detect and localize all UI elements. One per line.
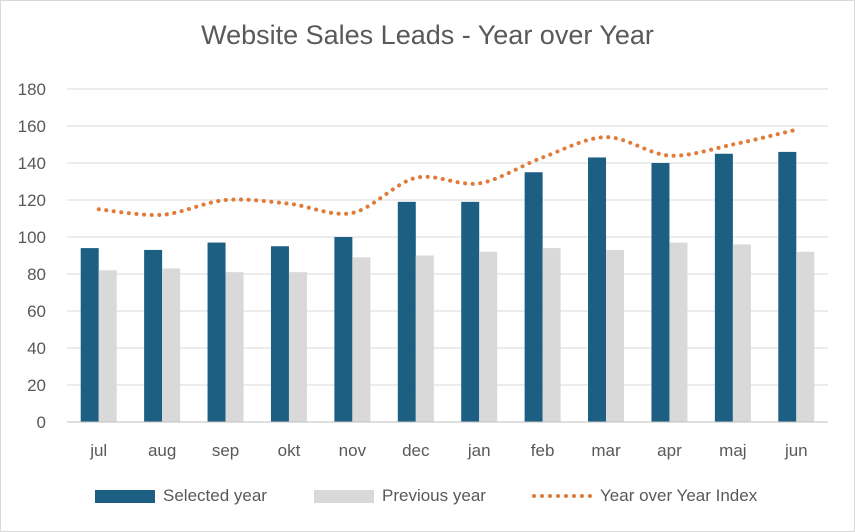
x-tick-label: dec [402,441,430,460]
bar-selected-year [588,157,607,422]
bar-selected-year [270,246,289,422]
legend-swatch-yoy-index [532,494,592,498]
y-tick-label: 140 [18,154,46,173]
y-tick-label: 40 [27,339,46,358]
bar-selected-year [778,151,797,422]
legend-label-previous-year: Previous year [382,486,486,505]
bar-selected-year [334,237,353,422]
legend-label-selected-year: Selected year [163,486,267,505]
bar-previous-year [288,272,307,422]
y-tick-label: 120 [18,191,46,210]
bar-selected-year [714,153,733,422]
bar-previous-year [542,248,561,422]
bar-selected-year [524,172,543,422]
legend-swatch-selected-year [95,489,155,503]
x-tick-label: okt [278,441,301,460]
chart-legend: Selected year Previous year Year over Ye… [0,484,855,508]
x-tick-label: apr [657,441,682,460]
bar-previous-year [796,251,815,422]
bar-selected-year [397,201,416,422]
legend-item-previous-year: Previous year [314,484,486,508]
legend-item-yoy-index: Year over Year Index [532,484,757,508]
x-tick-label: jan [467,441,491,460]
y-tick-label: 0 [37,413,46,432]
bar-previous-year [732,244,751,422]
chart-plot: 0 20 40 60 80 100 120 140 160 180 jul aug sep okt nov d… [18,80,828,460]
bar-previous-year [162,268,181,422]
bar-selected-year [144,249,163,422]
bar-selected-year [80,248,99,422]
x-tick-label: feb [531,441,555,460]
bar-previous-year [225,272,244,422]
y-tick-label: 160 [18,117,46,136]
bar-previous-year [98,270,117,422]
bar-previous-year [669,242,688,422]
y-tick-label: 180 [18,80,46,99]
line-year-over-year-index [96,127,799,218]
y-tick-label: 100 [18,228,46,247]
bar-selected-year [461,201,480,422]
y-tick-label: 80 [27,265,46,284]
bar-previous-year [606,249,625,422]
legend-swatch-previous-year [314,489,374,503]
chart-title: Website Sales Leads - Year over Year [201,20,654,50]
y-tick-label: 60 [27,302,46,321]
x-tick-label: sep [212,441,239,460]
x-tick-label: jun [784,441,808,460]
legend-label-yoy-index: Year over Year Index [600,486,758,505]
x-tick-label: jul [89,441,107,460]
x-tick-label: nov [339,441,367,460]
bar-previous-year [415,255,434,422]
legend-item-selected-year: Selected year [95,484,267,508]
x-tick-label: maj [719,441,746,460]
bar-selected-year [651,163,670,422]
bar-previous-year [479,251,498,422]
x-tick-label: mar [591,441,621,460]
bar-previous-year [352,257,371,422]
x-tick-label: aug [148,441,176,460]
y-tick-label: 20 [27,376,46,395]
bar-selected-year [207,242,226,422]
